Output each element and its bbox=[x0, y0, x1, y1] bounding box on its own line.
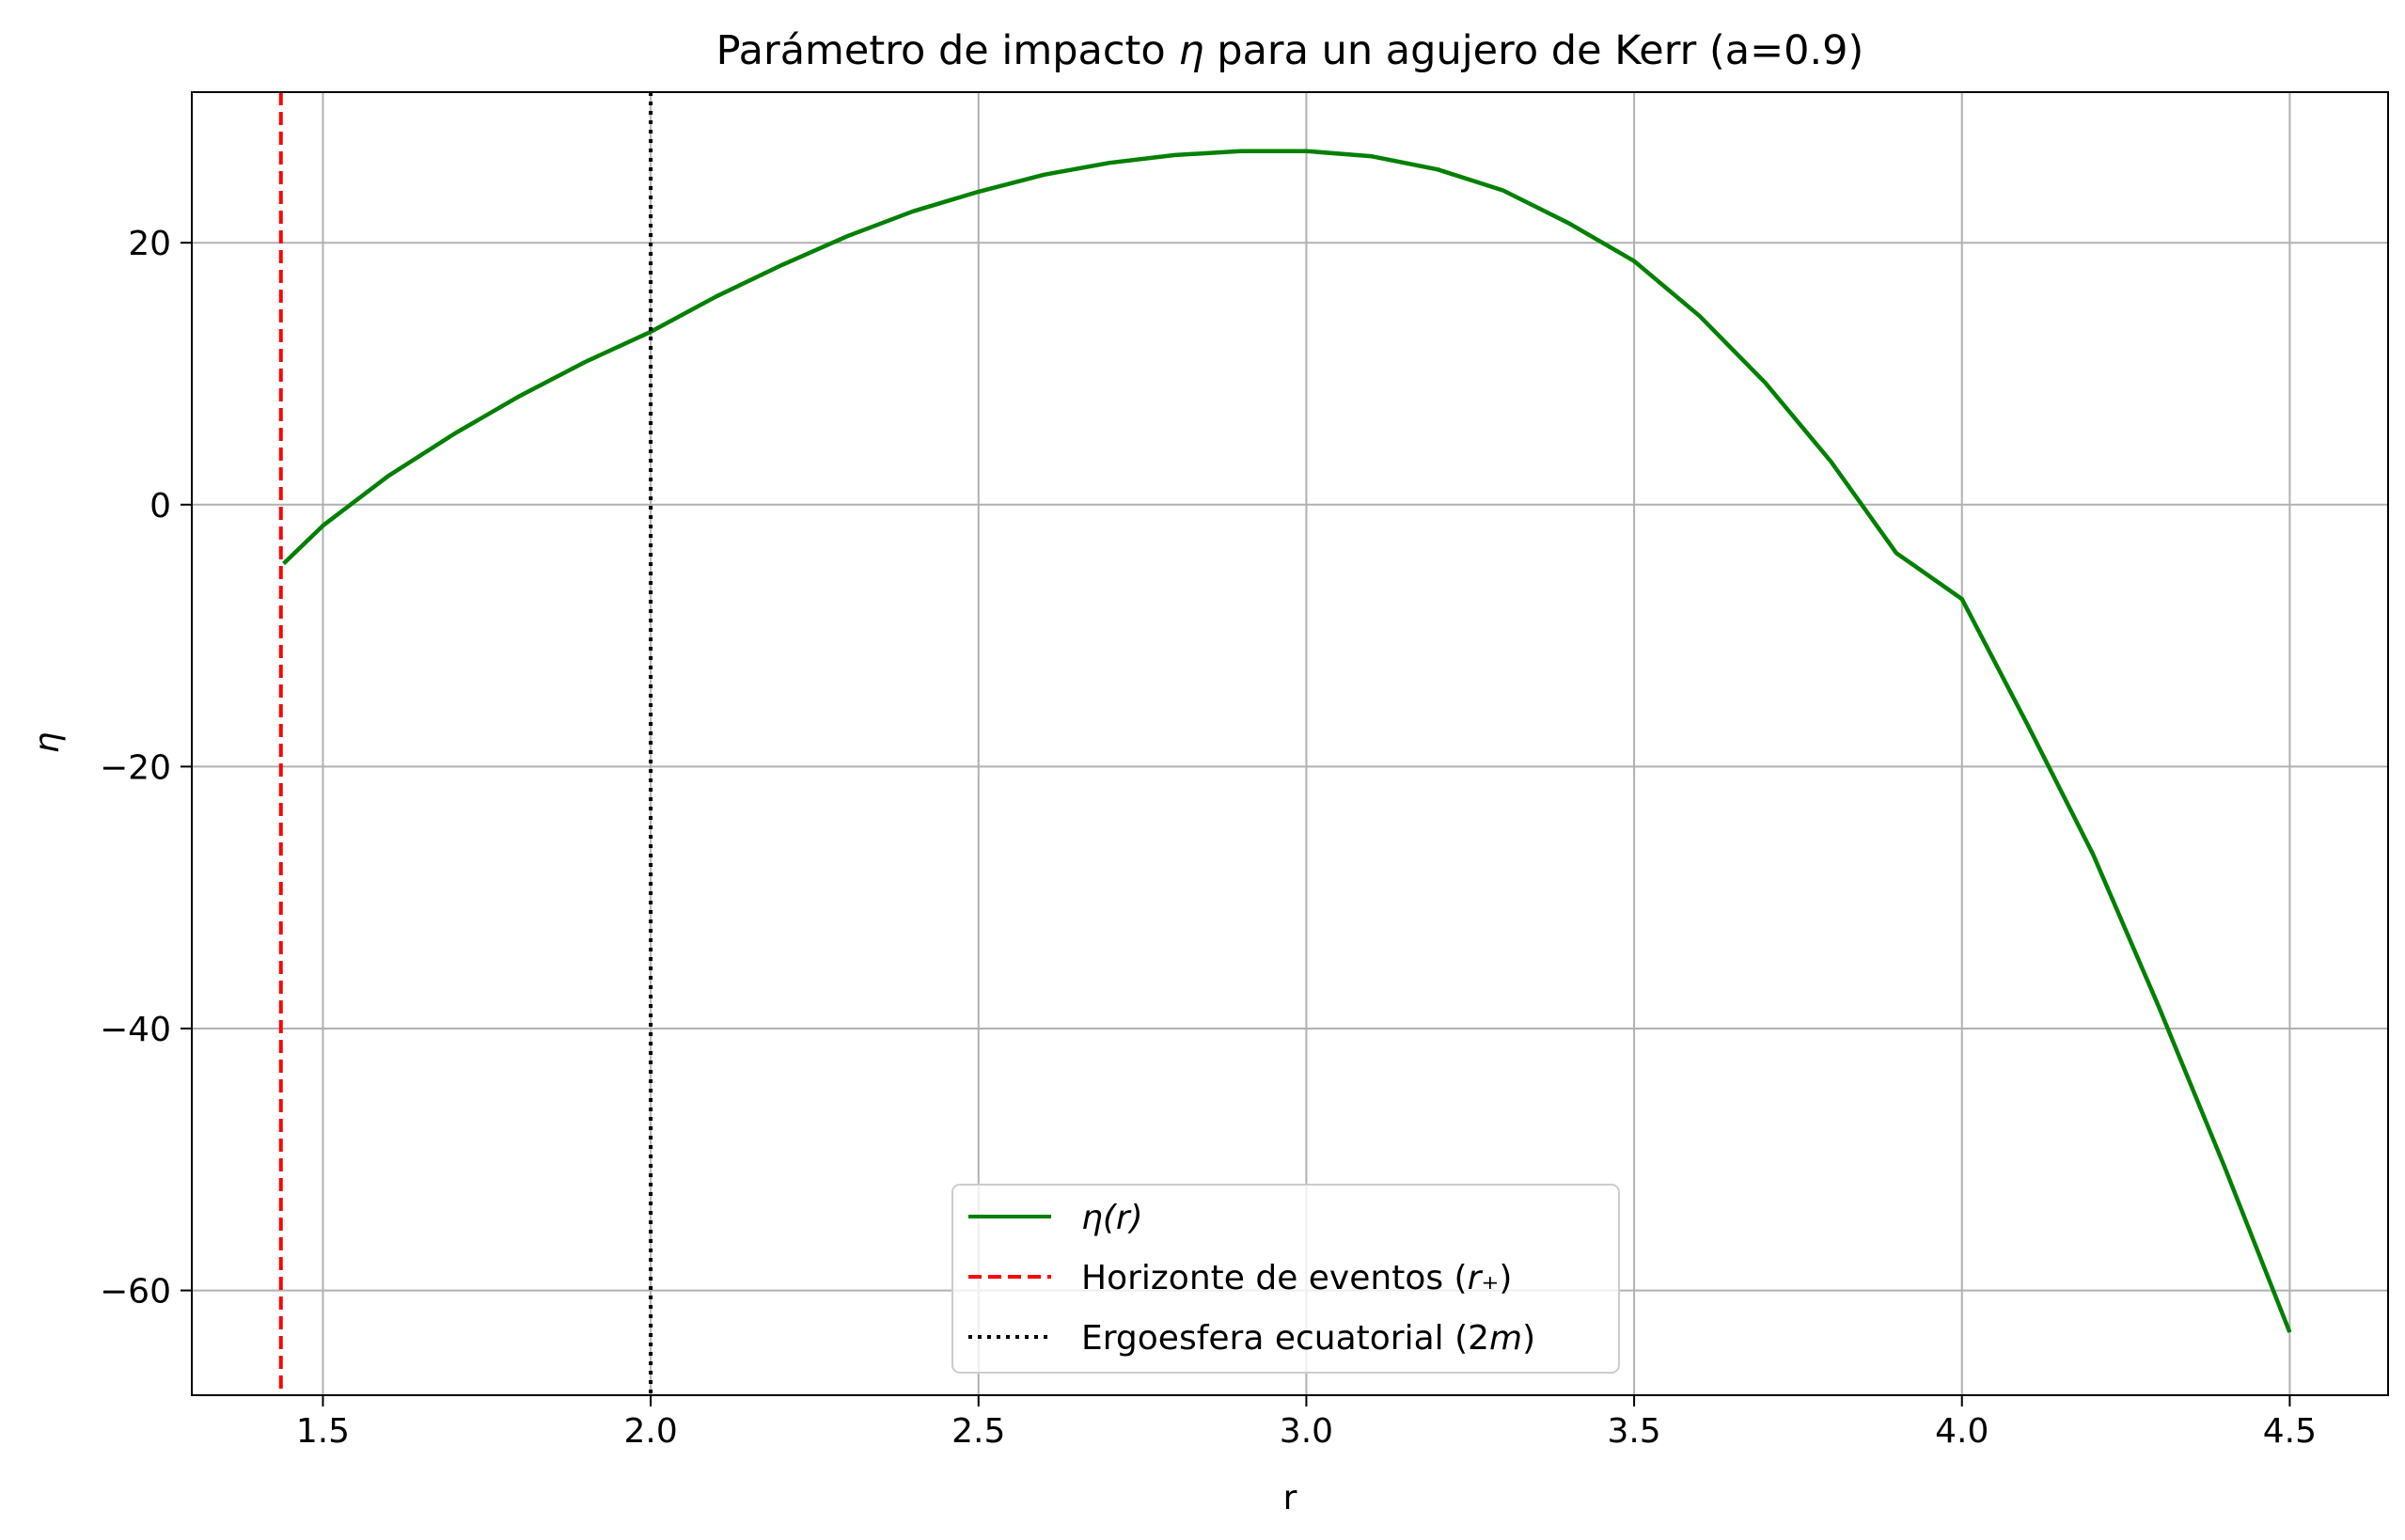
y-tick-label: 0 bbox=[149, 487, 171, 526]
legend-label-horizon: Horizonte de eventos (r₊) bbox=[1081, 1259, 1512, 1297]
y-ticks: 20 0 −20 −40 −60 bbox=[100, 225, 192, 1312]
y-tick-label: 20 bbox=[128, 225, 171, 263]
legend-label-eta: η(r) bbox=[1081, 1199, 1143, 1237]
x-axis-label: r bbox=[1283, 1479, 1297, 1517]
x-ticks: 1.5 2.0 2.5 3.0 3.5 4.0 4.5 bbox=[296, 1395, 2317, 1451]
series-group bbox=[278, 92, 2292, 1395]
x-tick-label: 2.0 bbox=[623, 1412, 677, 1451]
x-tick-label: 3.0 bbox=[1280, 1412, 1333, 1451]
x-tick-label: 1.5 bbox=[296, 1412, 350, 1451]
y-axis-label: η bbox=[28, 732, 67, 754]
y-tick-label: −40 bbox=[100, 1011, 171, 1049]
legend: η(r) Horizonte de eventos (r₊) Ergoesfer… bbox=[951, 1184, 1620, 1374]
plot-frame bbox=[191, 91, 2389, 1396]
x-tick-label: 4.0 bbox=[1935, 1412, 1988, 1451]
x-tick-label: 2.5 bbox=[951, 1412, 1005, 1451]
chart-title: Parámetro de impacto η para un agujero d… bbox=[716, 27, 1864, 74]
legend-box bbox=[951, 1184, 1620, 1374]
y-tick-label: −60 bbox=[100, 1273, 171, 1312]
x-tick-label: 4.5 bbox=[2263, 1412, 2317, 1451]
legend-label-ergosphere: Ergoesfera ecuatorial (2m) bbox=[1081, 1319, 1535, 1358]
series-line-eta bbox=[282, 149, 2292, 1333]
axes-frame bbox=[191, 91, 2389, 1396]
x-tick-label: 3.5 bbox=[1607, 1412, 1660, 1451]
y-tick-label: −20 bbox=[100, 748, 171, 787]
